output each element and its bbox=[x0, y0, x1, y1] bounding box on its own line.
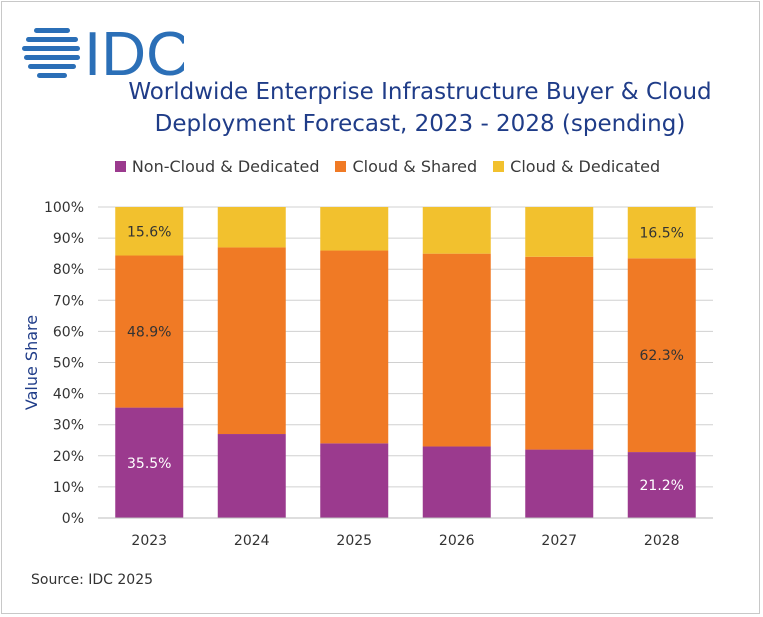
legend-swatch bbox=[493, 160, 505, 172]
bar-segment-2028-cloud-dedicated bbox=[627, 207, 696, 259]
x-tick-label: 2024 bbox=[234, 533, 270, 549]
data-label: 16.5% bbox=[640, 226, 684, 242]
legend-swatch bbox=[114, 160, 126, 172]
chart-title: Worldwide Enterprise Infrastructure Buye… bbox=[100, 76, 740, 140]
x-tick-label: 2027 bbox=[541, 533, 577, 549]
bar-segment-2025-cloud-shared bbox=[320, 250, 389, 444]
y-tick-label: 20% bbox=[53, 449, 84, 465]
y-tick-label: 60% bbox=[53, 324, 84, 340]
legend-swatch bbox=[335, 160, 347, 172]
legend-label: Cloud & Dedicated bbox=[510, 156, 661, 176]
chart-title-line-2: Deployment Forecast, 2023 - 2028 (spendi… bbox=[154, 111, 686, 137]
bar-segment-2027-cloud-dedicated bbox=[525, 207, 594, 257]
bar-segment-2028-non-cloud-dedicated bbox=[627, 452, 696, 518]
chart-legend: Non-Cloud & Dedicated Cloud & Shared Clo… bbox=[0, 155, 763, 177]
x-tick-label: 2023 bbox=[131, 533, 167, 549]
legend-item-cloud-dedicated: Cloud & Dedicated bbox=[493, 155, 660, 177]
bar-segment-2023-non-cloud-dedicated bbox=[115, 407, 184, 518]
y-tick-label: 0% bbox=[62, 511, 84, 527]
y-tick-label: 30% bbox=[53, 418, 84, 434]
bar-segment-2026-cloud-dedicated bbox=[422, 207, 491, 254]
idc-logo: IDC bbox=[22, 22, 184, 80]
x-tick-label: 2025 bbox=[336, 533, 372, 549]
bar-segment-2026-cloud-shared bbox=[422, 253, 491, 447]
legend-item-cloud-shared: Cloud & Shared bbox=[335, 155, 477, 177]
y-tick-label: 90% bbox=[53, 231, 84, 247]
legend-label: Non-Cloud & Dedicated bbox=[131, 156, 320, 176]
chart-title-line-1: Worldwide Enterprise Infrastructure Buye… bbox=[128, 79, 712, 105]
bar-segment-2026-non-cloud-dedicated bbox=[422, 446, 491, 518]
bar-segment-2024-cloud-shared bbox=[217, 247, 286, 435]
y-tick-label: 100% bbox=[44, 200, 84, 216]
legend-label: Cloud & Shared bbox=[352, 156, 478, 176]
data-label: 35.5% bbox=[127, 456, 171, 472]
bar-segment-2027-cloud-shared bbox=[525, 256, 594, 450]
y-axis-title: Value Share bbox=[22, 315, 41, 410]
bar-segment-2027-non-cloud-dedicated bbox=[525, 449, 594, 518]
y-tick-label: 40% bbox=[53, 387, 84, 403]
legend-item-non-cloud-dedicated: Non-Cloud & Dedicated bbox=[114, 155, 320, 177]
y-tick-label: 70% bbox=[53, 293, 84, 309]
logo-globe-icon bbox=[22, 28, 80, 78]
bar-segment-2023-cloud-shared bbox=[115, 255, 184, 408]
data-label: 21.2% bbox=[640, 478, 684, 494]
data-label: 15.6% bbox=[127, 224, 171, 240]
y-tick-label: 80% bbox=[53, 262, 84, 278]
data-label: 62.3% bbox=[640, 348, 684, 364]
bar-segment-2024-non-cloud-dedicated bbox=[217, 434, 286, 518]
y-tick-label: 10% bbox=[53, 480, 84, 496]
bar-segment-2025-cloud-dedicated bbox=[320, 207, 389, 251]
bar-segment-2024-cloud-dedicated bbox=[217, 207, 286, 248]
x-tick-label: 2026 bbox=[439, 533, 475, 549]
bar-segment-2025-non-cloud-dedicated bbox=[320, 443, 389, 518]
source-note: Source: IDC 2025 bbox=[31, 572, 154, 588]
data-label: 48.9% bbox=[127, 325, 171, 341]
y-tick-label: 50% bbox=[53, 356, 84, 372]
x-tick-label: 2028 bbox=[644, 533, 680, 549]
bar-segment-2023-cloud-dedicated bbox=[115, 207, 184, 256]
logo-wordmark: IDC bbox=[84, 22, 184, 80]
bar-segment-2028-cloud-shared bbox=[627, 258, 696, 453]
